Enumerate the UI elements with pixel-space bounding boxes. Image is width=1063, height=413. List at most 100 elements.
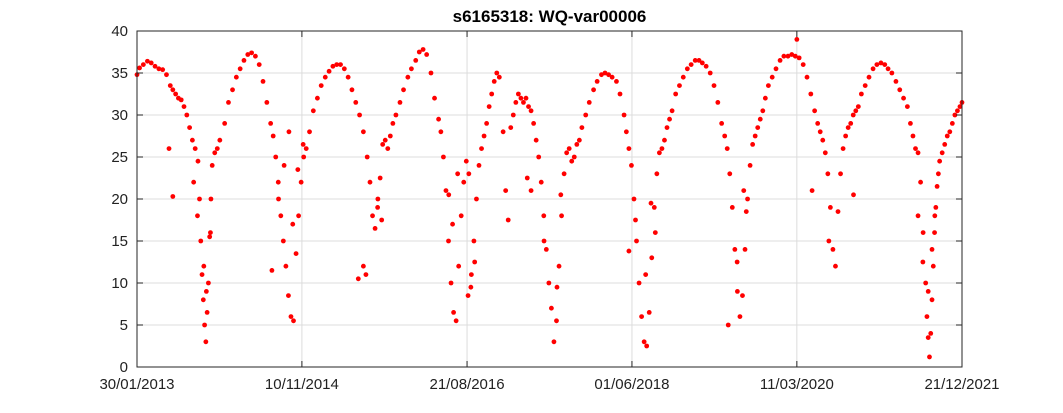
data-point — [195, 213, 200, 219]
data-point — [140, 62, 146, 67]
data-point — [850, 112, 856, 118]
data-point — [390, 121, 396, 126]
data-point — [363, 272, 369, 277]
data-point — [752, 133, 758, 139]
data-point — [732, 247, 738, 252]
data-point — [719, 121, 725, 126]
data-point — [825, 171, 831, 177]
data-point — [298, 179, 304, 185]
data-point — [652, 230, 658, 236]
data-point — [741, 188, 747, 194]
data-point — [187, 125, 192, 130]
data-point — [928, 331, 934, 336]
data-point — [466, 171, 472, 177]
y-tick-label: 0 — [120, 359, 128, 376]
data-point — [208, 196, 214, 202]
data-point — [521, 100, 526, 105]
data-point — [646, 310, 652, 315]
data-point — [241, 58, 247, 63]
data-point — [725, 322, 731, 328]
data-point — [851, 192, 856, 198]
data-point — [446, 192, 452, 198]
data-point — [405, 74, 411, 80]
data-point — [862, 83, 868, 88]
data-point — [835, 209, 841, 215]
data-point — [853, 108, 859, 114]
data-point — [360, 129, 366, 135]
data-point — [409, 66, 414, 72]
data-point — [245, 52, 251, 57]
data-point — [549, 305, 554, 311]
data-point — [184, 112, 190, 118]
data-points — [134, 37, 965, 360]
y-tick-label: 5 — [120, 317, 128, 334]
data-point — [626, 248, 632, 254]
y-tick-labels: 0 5 10 15 20 25 30 35 40 — [111, 23, 128, 376]
data-point — [195, 158, 201, 164]
data-point — [957, 104, 963, 109]
data-point — [453, 318, 459, 324]
data-point — [524, 175, 530, 181]
data-point — [205, 280, 211, 286]
data-point — [217, 137, 223, 143]
data-point — [181, 104, 187, 109]
data-point — [197, 196, 202, 202]
data-point — [515, 91, 521, 97]
data-point — [465, 293, 471, 298]
data-point — [740, 293, 745, 298]
data-point — [443, 188, 449, 194]
x-tick-label: 10/11/2014 — [265, 376, 339, 393]
data-point — [491, 79, 497, 84]
data-point — [377, 175, 383, 181]
data-point — [785, 53, 791, 59]
data-point — [301, 154, 307, 160]
data-point — [843, 133, 849, 139]
data-point — [930, 263, 936, 269]
x-tick-label: 11/03/2020 — [760, 376, 834, 393]
data-point — [468, 272, 474, 277]
data-point — [290, 221, 296, 227]
data-point — [375, 196, 381, 202]
data-point — [380, 142, 386, 147]
data-point — [621, 112, 627, 118]
data-point — [927, 354, 932, 360]
data-point — [173, 91, 179, 97]
data-point — [286, 129, 292, 135]
data-point — [762, 95, 768, 101]
data-point — [817, 129, 823, 135]
data-point — [893, 79, 899, 84]
data-point — [281, 163, 287, 168]
data-point — [594, 79, 600, 84]
data-point — [500, 129, 506, 135]
data-point — [662, 137, 667, 143]
data-point — [885, 66, 891, 72]
data-point — [614, 79, 619, 84]
data-point — [334, 62, 340, 67]
data-point — [617, 91, 623, 97]
data-point — [579, 125, 585, 130]
data-point — [913, 146, 918, 152]
data-point — [915, 213, 921, 219]
x-tick-label: 21/08/2016 — [430, 376, 505, 393]
data-point — [370, 213, 375, 219]
data-point — [484, 121, 490, 126]
data-point — [924, 314, 930, 319]
data-point — [923, 280, 929, 286]
data-point — [566, 146, 572, 152]
data-point — [269, 268, 275, 273]
data-point — [571, 154, 577, 160]
data-point — [276, 196, 281, 202]
data-point — [561, 171, 567, 177]
data-point — [838, 171, 843, 177]
data-point — [137, 65, 142, 71]
data-point — [944, 133, 950, 139]
data-point — [742, 247, 748, 252]
data-point — [727, 171, 733, 177]
data-point — [692, 58, 698, 63]
data-point — [576, 137, 582, 143]
data-point — [711, 83, 717, 88]
data-point — [729, 205, 735, 210]
data-point — [602, 70, 608, 76]
data-point — [318, 83, 324, 88]
data-point — [531, 121, 537, 126]
